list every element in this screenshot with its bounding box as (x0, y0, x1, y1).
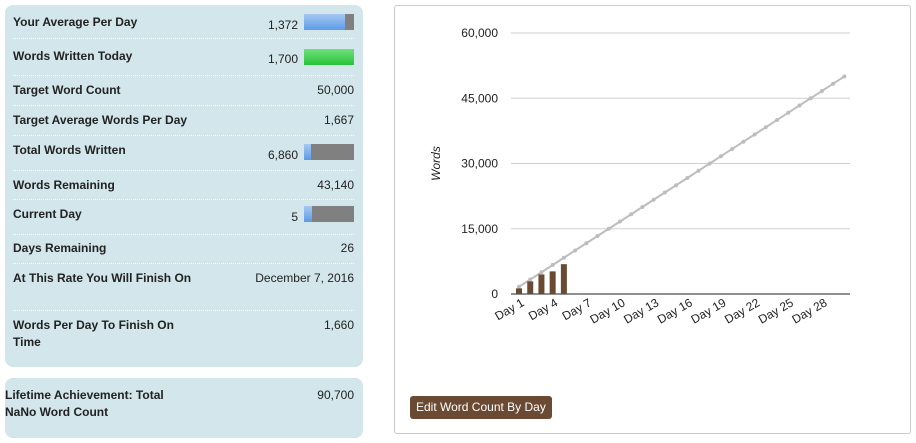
x-tick-label: Day 13 (621, 295, 661, 326)
y-tick-label: 30,000 (461, 157, 498, 171)
target-point (842, 74, 847, 79)
days-remaining-value: 26 (340, 241, 354, 255)
target-point (730, 146, 735, 151)
target-point (786, 110, 791, 115)
x-tick-label: Day 16 (655, 295, 695, 326)
target-point (696, 168, 701, 173)
lifetime-value: 90,700 (317, 388, 354, 402)
target-point (741, 139, 746, 144)
days-remaining-label: Days Remaining (13, 241, 107, 255)
words-today-value: 1,700 (267, 52, 298, 66)
y-tick-label: 0 (491, 287, 498, 301)
words-remaining-value: 43,140 (317, 178, 354, 192)
target-point (550, 262, 555, 267)
stats-panel: Your Average Per Day 1,372 Words Written… (5, 5, 363, 367)
target-point (752, 132, 757, 137)
target-point (819, 88, 824, 93)
target-point (662, 190, 667, 195)
target-word-count-label: Target Word Count (13, 83, 121, 97)
current-day-label: Current Day (13, 207, 82, 221)
word-count-bar (538, 274, 545, 294)
stat-row-target-average: Target Average Words Per Day 1,667 (13, 106, 354, 136)
finish-date-value: December 7, 2016 (255, 271, 354, 285)
y-tick-label: 15,000 (461, 222, 498, 236)
stat-row-total-words: Total Words Written 6,860 (13, 136, 354, 171)
total-words-bar-fill (304, 144, 311, 160)
target-point (561, 255, 566, 260)
per-day-to-finish-label: Words Per Day To Finish On Time (13, 318, 174, 349)
words-today-label: Words Written Today (13, 49, 133, 63)
average-per-day-bar-fill (304, 14, 345, 30)
total-words-bar (304, 144, 354, 160)
target-point (629, 212, 634, 217)
target-point (528, 277, 533, 282)
current-day-bar (304, 206, 354, 222)
target-point (651, 197, 656, 202)
target-point (517, 284, 521, 289)
x-tick-label: Day 7 (560, 295, 594, 323)
chart-container: 0 15,000 30,000 45,000 60,000 Words Day 1 Day 4… (394, 5, 911, 434)
target-word-count-value: 50,000 (317, 83, 354, 97)
target-point (707, 161, 712, 166)
x-tick-label: Day 28 (790, 295, 830, 326)
stat-row-words-remaining: Words Remaining 43,140 (13, 171, 354, 200)
target-point (573, 248, 578, 253)
stat-row-words-today: Words Written Today 1,700 (13, 39, 354, 76)
word-count-bar (560, 264, 567, 294)
average-per-day-value: 1,372 (267, 18, 298, 32)
x-tick-label: Day 22 (722, 295, 762, 326)
target-point (595, 233, 600, 238)
stat-row-target-word-count: Target Word Count 50,000 (13, 76, 354, 106)
lifetime-label: Lifetime Achievement: Total NaNo Word Co… (5, 388, 164, 419)
target-average-value: 1,667 (323, 113, 354, 127)
target-point (606, 226, 611, 231)
target-point (775, 117, 780, 122)
target-point (584, 241, 589, 246)
word-count-bar (549, 271, 556, 294)
y-axis-label: Words (429, 146, 443, 181)
target-point (797, 103, 802, 108)
stat-row-days-remaining: Days Remaining 26 (13, 235, 354, 264)
lifetime-panel: Lifetime Achievement: Total NaNo Word Co… (5, 378, 363, 438)
target-line (518, 75, 845, 288)
finish-date-label: At This Rate You Will Finish On (13, 271, 192, 285)
target-point (674, 183, 679, 188)
x-tick-label: Day 25 (756, 295, 796, 326)
target-point (763, 125, 768, 130)
total-words-label: Total Words Written (13, 143, 126, 157)
x-tick-label: Day 4 (526, 295, 560, 323)
stat-row-finish-date: At This Rate You Will Finish On December… (13, 264, 354, 311)
target-point (808, 96, 813, 101)
current-day-value: 5 (291, 210, 298, 224)
target-point (539, 270, 544, 275)
total-words-value: 6,860 (267, 148, 298, 162)
words-today-bar (304, 49, 354, 65)
words-remaining-label: Words Remaining (13, 178, 115, 192)
average-per-day-bar (304, 14, 354, 30)
stat-row-current-day: Current Day 5 (13, 200, 354, 235)
y-tick-label: 45,000 (461, 91, 498, 105)
target-point (617, 219, 622, 224)
word-count-bar (516, 288, 522, 294)
current-day-bar-fill (304, 206, 313, 222)
per-day-to-finish-value: 1,660 (323, 318, 354, 332)
x-tick-label: Day 19 (689, 295, 729, 326)
word-count-bar (527, 281, 534, 294)
y-tick-label: 60,000 (461, 26, 498, 40)
target-point (685, 175, 690, 180)
edit-word-count-button[interactable]: Edit Word Count By Day (410, 396, 552, 419)
target-point (831, 81, 836, 86)
target-point (718, 154, 723, 159)
x-tick-label: Day 10 (588, 295, 628, 326)
words-today-bar-fill (304, 49, 354, 65)
target-point (640, 204, 645, 209)
stat-row-average-per-day: Your Average Per Day 1,372 (13, 5, 354, 39)
target-average-label: Target Average Words Per Day (13, 113, 188, 127)
average-per-day-label: Your Average Per Day (13, 15, 138, 29)
stat-row-per-day-to-finish: Words Per Day To Finish On Time 1,660 (13, 311, 354, 361)
